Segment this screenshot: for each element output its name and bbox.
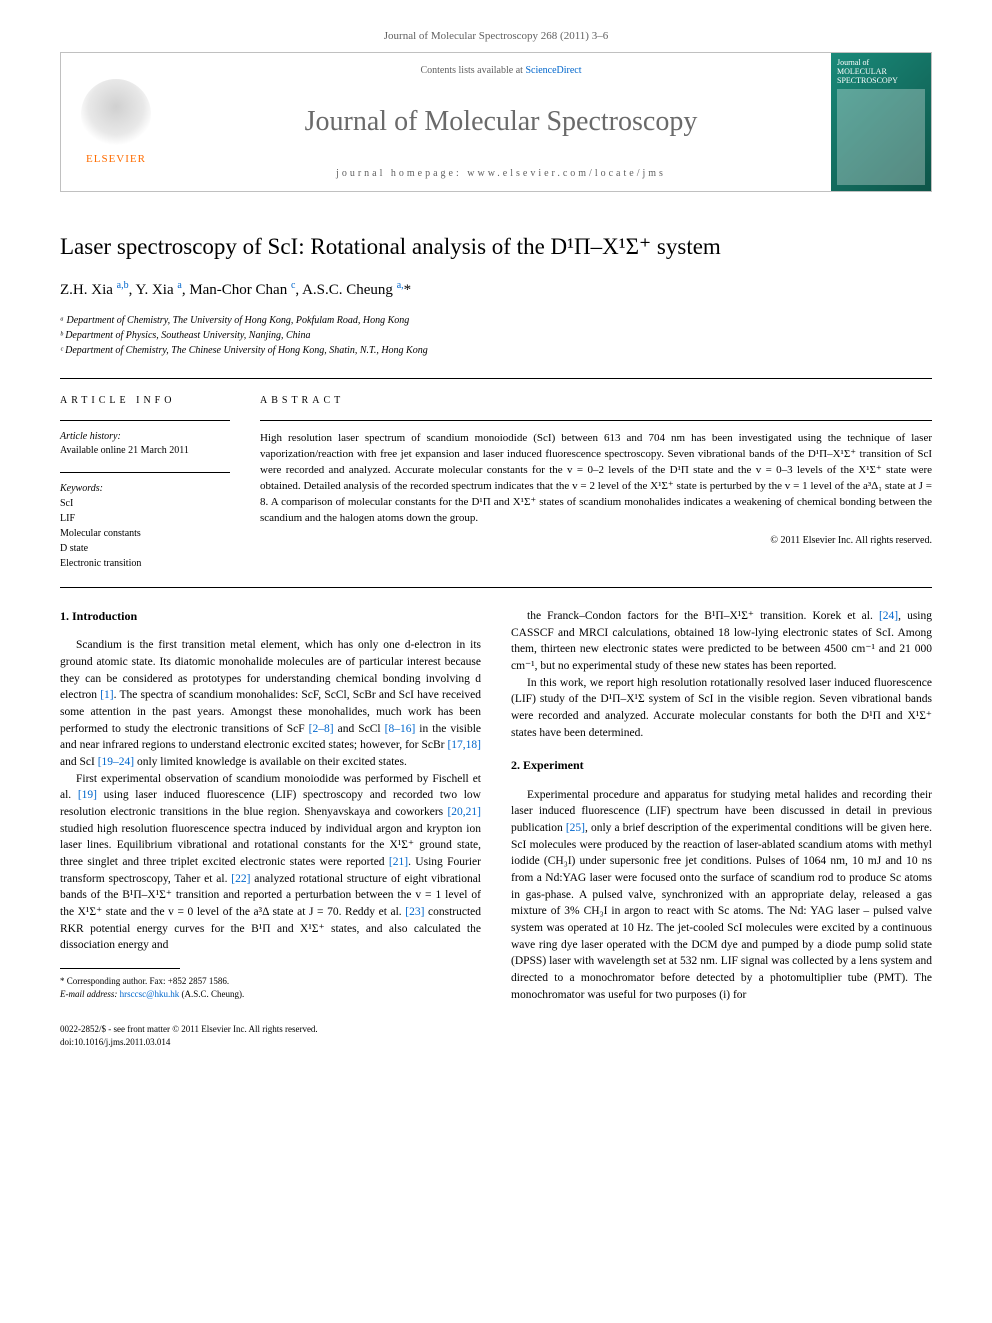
email-link[interactable]: hrsccsc@hku.hk — [120, 989, 180, 999]
elsevier-logo[interactable]: ELSEVIER — [61, 53, 171, 191]
corresponding-author-note: * Corresponding author. Fax: +852 2857 1… — [60, 975, 481, 988]
history-text: Available online 21 March 2011 — [60, 444, 230, 458]
left-column: 1. Introduction Scandium is the first tr… — [60, 608, 481, 1004]
keyword: ScI — [60, 496, 230, 511]
abstract-heading: ABSTRACT — [260, 395, 932, 406]
right-column: the Franck–Condon factors for the B¹Π–X¹… — [511, 608, 932, 1004]
meta-divider-2 — [60, 472, 230, 473]
footnote-divider — [60, 968, 180, 969]
journal-name: Journal of Molecular Spectroscopy — [191, 106, 811, 138]
meta-divider-1 — [60, 420, 230, 421]
ref-link[interactable]: [22] — [231, 873, 250, 885]
article-info-heading: ARTICLE INFO — [60, 395, 230, 406]
ref-link[interactable]: [2–8] — [309, 723, 334, 735]
ref-link[interactable]: [8–16] — [385, 723, 416, 735]
keywords-heading: Keywords: — [60, 483, 230, 494]
page-footer: 0022-2852/$ - see front matter © 2011 El… — [60, 1023, 932, 1048]
ref-link[interactable]: [23] — [405, 906, 424, 918]
ref-link[interactable]: [25] — [566, 822, 585, 834]
journal-banner: ELSEVIER Contents lists available at Sci… — [60, 52, 932, 192]
contents-line: Contents lists available at ScienceDirec… — [191, 65, 811, 76]
keywords-list: ScI LIF Molecular constants D state Elec… — [60, 496, 230, 571]
keyword: LIF — [60, 511, 230, 526]
article-info-column: ARTICLE INFO Article history: Available … — [60, 395, 260, 571]
abstract-divider — [260, 420, 932, 421]
section-1-para-4: In this work, we report high resolution … — [511, 675, 932, 742]
meta-abstract-row: ARTICLE INFO Article history: Available … — [60, 379, 932, 587]
sciencedirect-link[interactable]: ScienceDirect — [525, 65, 581, 76]
ref-link[interactable]: [20,21] — [447, 806, 481, 818]
divider-bottom — [60, 587, 932, 588]
banner-center: Contents lists available at ScienceDirec… — [171, 53, 831, 191]
article-title: Laser spectroscopy of ScI: Rotational an… — [60, 232, 932, 262]
keyword: Molecular constants — [60, 526, 230, 541]
section-1-para-2: First experimental observation of scandi… — [60, 771, 481, 954]
elsevier-label: ELSEVIER — [86, 153, 146, 165]
section-1-heading: 1. Introduction — [60, 608, 481, 625]
homepage-prefix: journal homepage: — [336, 168, 467, 179]
abstract-copyright: © 2011 Elsevier Inc. All rights reserved… — [260, 535, 932, 546]
contents-prefix: Contents lists available at — [420, 65, 525, 76]
keyword: D state — [60, 541, 230, 556]
ref-link[interactable]: [1] — [100, 689, 113, 701]
running-header: Journal of Molecular Spectroscopy 268 (2… — [0, 0, 992, 52]
homepage-line: journal homepage: www.elsevier.com/locat… — [191, 168, 811, 179]
affiliation-a: ᵃ Department of Chemistry, The Universit… — [60, 313, 932, 328]
footer-line-2: doi:10.1016/j.jms.2011.03.014 — [60, 1036, 932, 1049]
ref-link[interactable]: [24] — [879, 610, 898, 622]
section-2-para-1: Experimental procedure and apparatus for… — [511, 787, 932, 1004]
email-name: (A.S.C. Cheung). — [181, 989, 244, 999]
email-label: E-mail address: — [60, 989, 117, 999]
ref-link[interactable]: [19] — [78, 789, 97, 801]
affiliation-c: ᶜ Department of Chemistry, The Chinese U… — [60, 343, 932, 358]
affiliations: ᵃ Department of Chemistry, The Universit… — [60, 313, 932, 358]
email-note: E-mail address: hrsccsc@hku.hk (A.S.C. C… — [60, 988, 481, 1001]
keyword: Electronic transition — [60, 556, 230, 571]
affiliation-b: ᵇ Department of Physics, Southeast Unive… — [60, 328, 932, 343]
cover-image-icon — [837, 89, 925, 185]
cover-line2: MOLECULAR SPECTROSCOPY — [837, 68, 925, 86]
abstract-column: ABSTRACT High resolution laser spectrum … — [260, 395, 932, 571]
homepage-url[interactable]: www.elsevier.com/locate/jms — [467, 168, 666, 179]
journal-cover-thumbnail[interactable]: Journal of MOLECULAR SPECTROSCOPY — [831, 53, 931, 191]
history-heading: Article history: — [60, 431, 230, 442]
section-1-para-3: the Franck–Condon factors for the B¹Π–X¹… — [511, 608, 932, 675]
section-2-heading: 2. Experiment — [511, 757, 932, 774]
footer-line-1: 0022-2852/$ - see front matter © 2011 El… — [60, 1023, 932, 1036]
elsevier-tree-icon — [81, 79, 151, 149]
body-columns: 1. Introduction Scandium is the first tr… — [60, 608, 932, 1004]
ref-link[interactable]: [19–24] — [98, 756, 134, 768]
ref-link[interactable]: [21] — [389, 856, 408, 868]
abstract-text: High resolution laser spectrum of scandi… — [260, 431, 932, 527]
author-list: Z.H. Xia a,b, Y. Xia a, Man-Chor Chan c,… — [60, 282, 932, 299]
citation-text: Journal of Molecular Spectroscopy 268 (2… — [384, 30, 608, 42]
ref-link[interactable]: [17,18] — [447, 739, 481, 751]
section-1-para-1: Scandium is the first transition metal e… — [60, 637, 481, 770]
